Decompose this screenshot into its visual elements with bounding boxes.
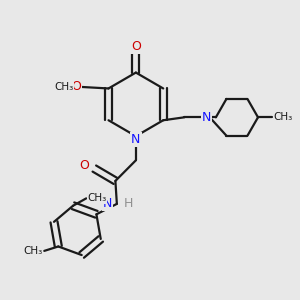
Text: CH₃: CH₃ <box>24 246 43 256</box>
Text: CH₃: CH₃ <box>88 194 107 203</box>
Text: N: N <box>103 197 112 210</box>
Text: CH₃: CH₃ <box>274 112 293 122</box>
Text: O: O <box>79 159 89 172</box>
Text: N: N <box>202 111 211 124</box>
Text: H: H <box>123 197 133 210</box>
Text: N: N <box>131 134 141 146</box>
Text: CH₃: CH₃ <box>54 82 74 92</box>
Text: O: O <box>71 80 81 94</box>
Text: O: O <box>131 40 141 52</box>
